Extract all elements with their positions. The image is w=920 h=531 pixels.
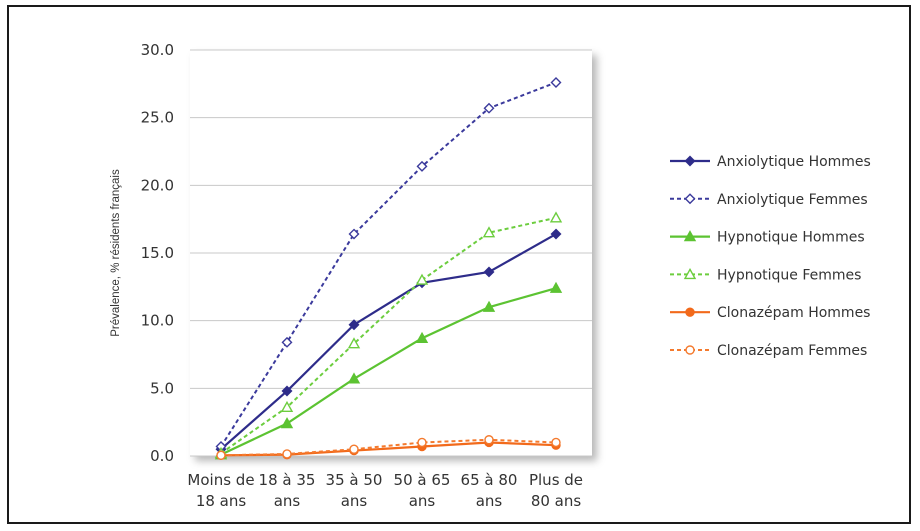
y-tick-label-2: 10.0 bbox=[141, 312, 174, 330]
y-axis-ticks: 0.0 5.0 10.0 15.0 20.0 25.0 30.0 bbox=[141, 41, 174, 465]
x-tick-label-0-line-1: 18 ans bbox=[196, 492, 247, 510]
y-tick-label-6: 30.0 bbox=[141, 41, 174, 59]
data-point-0-2 bbox=[348, 319, 360, 331]
x-tick-label-3-line-0: 50 à 65 bbox=[394, 471, 451, 489]
data-point-1-4 bbox=[483, 102, 495, 114]
data-point-0-1 bbox=[281, 385, 293, 397]
grid bbox=[190, 49, 592, 457]
data-point-1-1 bbox=[281, 336, 293, 348]
legend-label-3: Hypnotique Femmes bbox=[717, 267, 861, 283]
data-point-5-0 bbox=[216, 450, 226, 461]
data-point-2-3 bbox=[415, 331, 429, 343]
series-5 bbox=[216, 435, 561, 461]
x-tick-label-1-line-1: ans bbox=[274, 492, 301, 510]
legend-entry-0: Anxiolytique Hommes bbox=[670, 154, 871, 170]
data-point-5-1 bbox=[282, 449, 292, 459]
data-point-3-2 bbox=[347, 337, 361, 349]
x-tick-label-5-line-0: Plus de bbox=[529, 471, 583, 489]
legend-label-1: Anxiolytique Femmes bbox=[717, 192, 868, 208]
legend-marker-2 bbox=[683, 230, 697, 242]
data-point-3-4 bbox=[482, 226, 496, 238]
data-point-1-5 bbox=[550, 76, 562, 88]
legend-label-4: Clonazépam Hommes bbox=[717, 305, 870, 321]
data-point-5-2 bbox=[349, 444, 359, 454]
data-point-3-3 bbox=[415, 273, 429, 285]
data-point-2-4 bbox=[482, 300, 496, 312]
data-point-2-2 bbox=[347, 372, 361, 384]
legend: Anxiolytique Hommes Anxiolytique Femmes Hy… bbox=[670, 154, 871, 359]
x-tick-label-0-line-0: Moins de bbox=[187, 471, 254, 489]
y-tick-label-1: 5.0 bbox=[150, 379, 174, 397]
data-point-3-5 bbox=[549, 211, 563, 223]
legend-entry-4: Clonazépam Hommes bbox=[670, 305, 870, 321]
x-tick-label-2-line-0: 35 à 50 bbox=[326, 471, 383, 489]
x-tick-label-5-line-1: 80 ans bbox=[531, 492, 582, 510]
y-tick-label-3: 15.0 bbox=[141, 244, 174, 262]
data-point-5-3 bbox=[417, 437, 427, 448]
x-tick-label-2-line-1: ans bbox=[341, 492, 368, 510]
legend-label-2: Hypnotique Hommes bbox=[717, 230, 865, 246]
series-line-4 bbox=[220, 441, 557, 457]
series-line-2 bbox=[220, 287, 557, 456]
x-tick-label-4-line-1: ans bbox=[476, 492, 503, 510]
legend-marker-4 bbox=[685, 307, 695, 317]
data-point-5-5 bbox=[551, 437, 561, 448]
x-tick-label-3-line-1: ans bbox=[409, 492, 436, 510]
series-line-0 bbox=[220, 233, 557, 451]
legend-entry-5: Clonazépam Femmes bbox=[670, 343, 867, 359]
series bbox=[214, 76, 563, 461]
data-point-3-1 bbox=[280, 400, 294, 412]
x-axis-ticks: Moins de 18 ans 18 à 35 ans 35 à 50 ans 50 à 6… bbox=[187, 471, 583, 510]
legend-marker-5 bbox=[685, 345, 695, 355]
data-point-1-2 bbox=[348, 228, 360, 240]
legend-label-5: Clonazépam Femmes bbox=[717, 343, 867, 359]
data-point-2-5 bbox=[549, 281, 563, 293]
legend-marker-0 bbox=[684, 155, 696, 167]
data-point-1-3 bbox=[416, 160, 428, 172]
legend-marker-3 bbox=[683, 267, 697, 280]
x-tick-label-1-line-0: 18 à 35 bbox=[259, 471, 316, 489]
y-tick-label-0: 0.0 bbox=[150, 447, 174, 465]
legend-entry-3: Hypnotique Femmes bbox=[670, 267, 861, 283]
legend-entry-1: Anxiolytique Femmes bbox=[670, 192, 868, 208]
data-point-0-5 bbox=[550, 228, 562, 240]
data-point-0-4 bbox=[483, 266, 495, 278]
y-tick-label-5: 25.0 bbox=[141, 109, 174, 127]
legend-entry-2: Hypnotique Hommes bbox=[670, 230, 865, 246]
x-tick-label-4-line-0: 65 à 80 bbox=[461, 471, 518, 489]
data-point-5-4 bbox=[484, 435, 494, 445]
data-point-2-1 bbox=[280, 417, 294, 429]
legend-label-0: Anxiolytique Hommes bbox=[717, 154, 871, 170]
y-axis-label: Prévalence, % résidents français bbox=[110, 169, 122, 337]
series-line-3 bbox=[220, 216, 557, 455]
y-tick-label-4: 20.0 bbox=[141, 176, 174, 194]
legend-marker-1 bbox=[684, 193, 696, 205]
